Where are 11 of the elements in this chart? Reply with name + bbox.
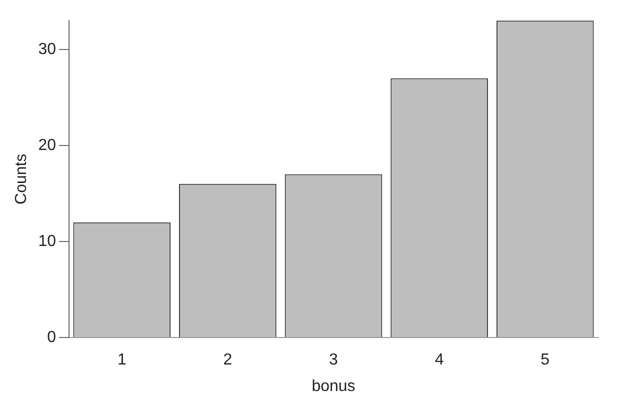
y-axis-title: Counts [13, 154, 30, 204]
y-tick-label: 30 [38, 40, 56, 58]
x-tick-label: 5 [540, 352, 550, 369]
x-tick-label: 2 [223, 352, 232, 369]
x-tick-label: 4 [434, 352, 444, 369]
x-tick-label: 3 [329, 352, 338, 369]
x-axis-title: bonus [312, 378, 356, 395]
y-tick-label: 20 [38, 136, 56, 154]
x-tick-label: 1 [117, 352, 126, 369]
y-tick-label: 10 [38, 232, 56, 250]
y-tick-label: 0 [47, 329, 56, 346]
